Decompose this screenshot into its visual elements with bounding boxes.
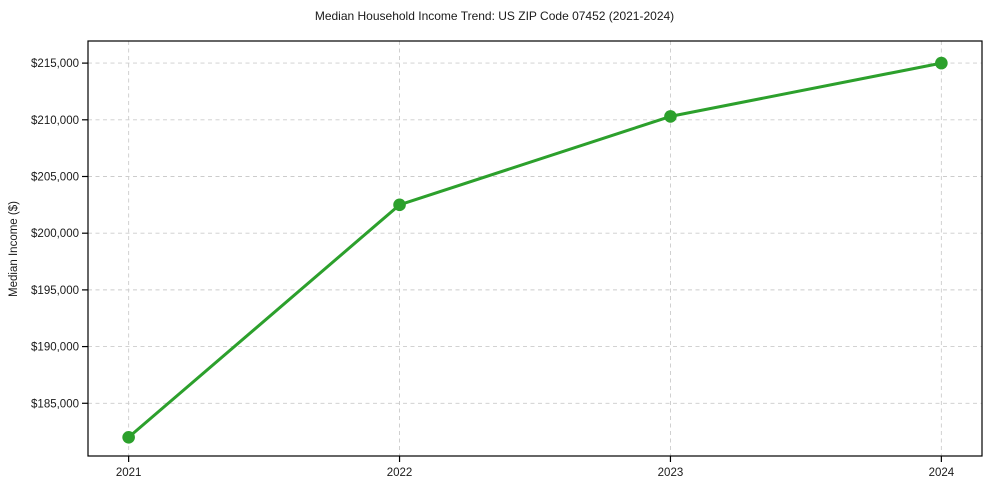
trend-line <box>127 61 943 439</box>
x-tick-label: 2023 <box>658 467 684 479</box>
y-tick-label: $195,000 <box>31 285 79 297</box>
data-point-2022 <box>393 198 406 212</box>
y-tick-label: $205,000 <box>31 171 79 183</box>
x-tick-label: 2021 <box>116 467 142 479</box>
y-tick-label: $200,000 <box>31 228 79 240</box>
y-tick-label: $185,000 <box>31 398 79 410</box>
data-point-2024 <box>935 56 948 70</box>
data-point-2021 <box>122 430 135 444</box>
chart-title: Median Household Income Trend: US ZIP Co… <box>314 9 675 23</box>
y-tick-label: $190,000 <box>31 342 79 354</box>
y-tick-label: $215,000 <box>31 58 79 70</box>
x-tick-label: 2022 <box>387 467 413 479</box>
data-point-2023 <box>664 110 677 123</box>
y-tick-label: $210,000 <box>31 115 79 127</box>
x-tick-label: 2024 <box>929 467 955 479</box>
axes-border <box>87 40 983 457</box>
